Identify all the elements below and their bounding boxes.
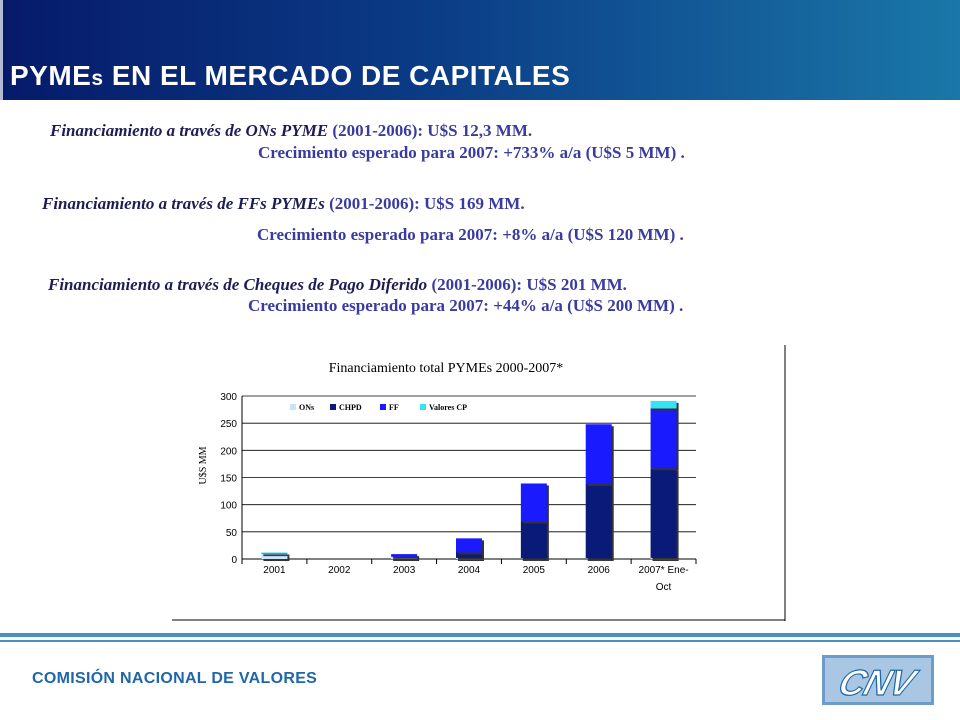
text-line-cpd-growth: Crecimiento esperado para 2007: +44% a/a… — [248, 296, 684, 315]
legend-label: ONs — [299, 403, 314, 412]
org-name: COMISIÓN NACIONAL DE VALORES — [32, 670, 318, 687]
y-tick-label: 200 — [220, 446, 237, 457]
bar-segment — [520, 483, 547, 522]
bar-shadow — [263, 554, 290, 556]
bar-shadow — [458, 559, 484, 561]
text-line-ons: Financiamiento a través de ONs PYME (200… — [50, 121, 533, 140]
footer-divider-thin — [0, 640, 960, 642]
x-tick-label: 2002 — [328, 565, 351, 576]
cnv-logo: CNV — [822, 655, 934, 705]
financing-chart: Financiamiento total PYMEs 2000-2007* 0 50… — [172, 345, 786, 621]
bar-segment — [456, 538, 482, 553]
bar-shadow — [652, 559, 679, 561]
bar-segment — [585, 424, 612, 485]
legend-label: Valores CP — [429, 403, 467, 412]
footer-divider — [0, 633, 960, 637]
bar-shadow — [587, 560, 614, 561]
bar-segment — [261, 554, 288, 559]
chart-svg: Financiamiento total PYMEs 2000-2007* 0 50… — [172, 345, 786, 621]
chart-title: Financiamiento total PYMEs 2000-2007* — [329, 361, 563, 376]
svg-text:CNV: CNV — [834, 663, 923, 703]
x-tick-label: 2001 — [263, 565, 286, 576]
y-tick-label: 50 — [226, 528, 238, 539]
y-tick-label: 250 — [220, 419, 237, 430]
bar-shadow — [263, 555, 290, 557]
y-tick-label: 100 — [220, 501, 237, 512]
x-tick-label: 2006 — [588, 565, 611, 576]
x-tick-label: Oct — [656, 582, 672, 593]
bar-segment — [456, 552, 482, 558]
y-axis-label: U$S MM — [198, 446, 209, 484]
bar-segment — [520, 521, 547, 559]
header-banner: PYMEs EN EL MERCADO DE CAPITALES — [0, 0, 960, 100]
x-tick-label: 2007* Ene- — [639, 565, 689, 576]
text-line-cpd: Financiamiento a través de Cheques de Pa… — [48, 275, 627, 294]
text-line-ffs: Financiamiento a través de FFs PYMEs (20… — [42, 194, 525, 213]
bar-segment — [585, 484, 612, 559]
y-tick-label: 150 — [220, 474, 237, 485]
legend-swatch — [330, 404, 336, 410]
x-tick-label: 2003 — [393, 565, 416, 576]
bar-shadow — [522, 560, 549, 561]
bar-segment — [650, 400, 677, 409]
bar-segment — [650, 468, 677, 558]
bar-segment — [261, 553, 288, 555]
text-line-ffs-growth: Crecimiento esperado para 2007: +8% a/a … — [257, 225, 684, 244]
y-tick-label: 0 — [231, 555, 237, 566]
x-tick-label: 2004 — [458, 565, 481, 576]
header-accent — [0, 0, 3, 100]
bar-segment — [391, 554, 418, 557]
page-title: PYMEs EN EL MERCADO DE CAPITALES — [10, 60, 571, 91]
x-tick-label: 2005 — [523, 565, 546, 576]
bar-segment — [261, 552, 288, 554]
text-line-ons-growth: Crecimiento esperado para 2007: +733% a/… — [258, 143, 685, 162]
legend-swatch — [290, 404, 296, 410]
legend-swatch — [420, 404, 426, 410]
bar-shadow — [393, 558, 420, 561]
bar-segment — [650, 408, 677, 469]
legend-label: FF — [389, 403, 399, 412]
legend-swatch — [380, 404, 386, 410]
legend-label: CHPD — [339, 403, 362, 412]
bar-shadow — [393, 556, 420, 559]
y-tick-label: 300 — [220, 392, 237, 403]
